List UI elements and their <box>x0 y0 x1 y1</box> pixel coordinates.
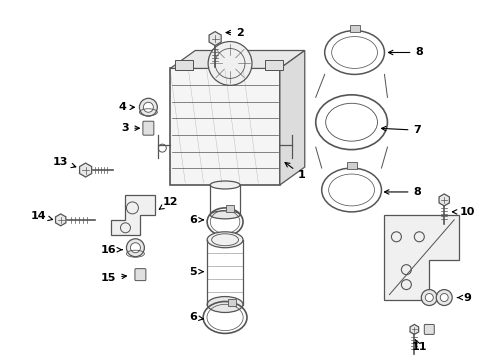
Circle shape <box>139 98 157 116</box>
Ellipse shape <box>207 297 243 312</box>
Polygon shape <box>80 163 91 177</box>
Circle shape <box>208 41 251 85</box>
Text: 7: 7 <box>381 125 420 135</box>
Circle shape <box>439 293 447 302</box>
Text: 8: 8 <box>384 187 420 197</box>
FancyBboxPatch shape <box>424 324 433 334</box>
Bar <box>264 60 282 71</box>
Text: 16: 16 <box>101 245 122 255</box>
Text: 6: 6 <box>189 312 203 323</box>
Bar <box>346 162 356 169</box>
Text: 8: 8 <box>387 48 422 58</box>
Ellipse shape <box>207 232 243 248</box>
FancyBboxPatch shape <box>135 269 145 280</box>
Polygon shape <box>279 50 304 185</box>
Bar <box>349 24 359 32</box>
Polygon shape <box>409 324 418 334</box>
Text: 12: 12 <box>159 197 178 209</box>
Bar <box>175 60 193 71</box>
Polygon shape <box>110 195 155 235</box>
Circle shape <box>143 102 153 112</box>
Text: 1: 1 <box>285 162 305 180</box>
Text: 3: 3 <box>122 123 139 133</box>
Bar <box>170 68 279 185</box>
Polygon shape <box>209 32 221 45</box>
Text: 11: 11 <box>411 339 426 352</box>
Text: 13: 13 <box>53 157 76 168</box>
Polygon shape <box>438 194 448 206</box>
Text: 10: 10 <box>451 207 474 217</box>
Polygon shape <box>384 215 458 300</box>
Bar <box>227 299 235 306</box>
Ellipse shape <box>210 211 240 219</box>
Circle shape <box>421 289 436 306</box>
Polygon shape <box>170 50 304 68</box>
Text: 9: 9 <box>457 293 470 302</box>
Circle shape <box>435 289 451 306</box>
Polygon shape <box>56 214 66 226</box>
Text: 6: 6 <box>189 215 203 225</box>
Circle shape <box>425 293 432 302</box>
Text: 4: 4 <box>118 102 134 112</box>
Circle shape <box>126 239 144 257</box>
Bar <box>226 205 234 212</box>
Text: 14: 14 <box>31 211 53 221</box>
Ellipse shape <box>210 181 240 189</box>
Circle shape <box>130 243 140 253</box>
Text: 5: 5 <box>189 267 203 276</box>
Text: 15: 15 <box>101 273 126 283</box>
Text: 2: 2 <box>225 28 244 37</box>
FancyBboxPatch shape <box>142 121 154 135</box>
